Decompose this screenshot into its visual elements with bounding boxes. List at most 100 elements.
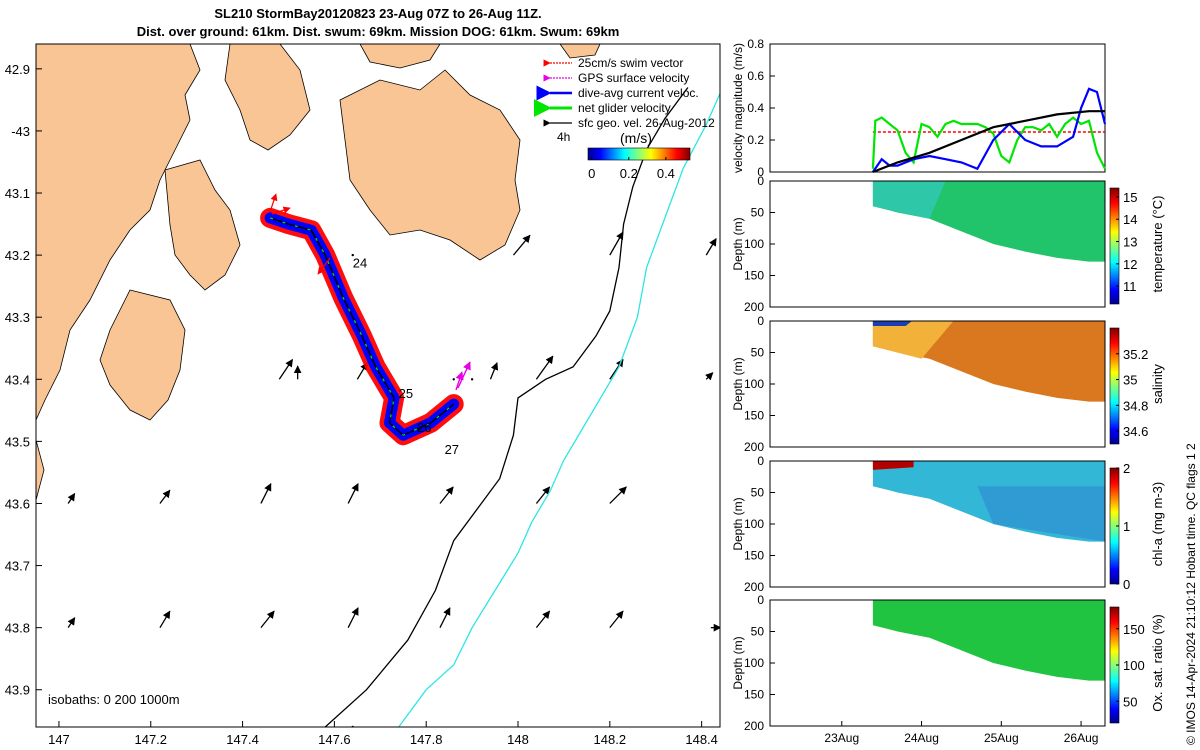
section-1-ylabel: Depth (m) [731, 357, 745, 410]
gps-velocity-end2 [455, 371, 464, 391]
section-3-ytick-label-0: 0 [757, 593, 764, 607]
legend-ctick-label-1: 0.2 [620, 166, 638, 181]
section-1-clabel: salinity [1150, 364, 1165, 404]
section-3-ctick-label-1: 100 [1123, 658, 1145, 673]
track-day-labels: 24 25 26 27 [353, 256, 459, 457]
vel-ytick-label-2: 0.4 [747, 101, 764, 115]
section-xtick-label-2: 25Aug [984, 731, 1019, 745]
section-1-ctick-label-2: 35 [1123, 373, 1137, 388]
chart-title-line1: SL210 StormBay20120823 23-Aug 07Z to 26-… [214, 6, 542, 21]
geo-vector-3 [351, 253, 354, 257]
legend-swim-label: 25cm/s swim vector [578, 56, 683, 70]
section-0-colorbar [1109, 187, 1120, 305]
map-ytick-label-3: 43.2 [5, 248, 30, 263]
glider-track [260, 193, 471, 446]
section-3-clabel: Ox. sat. ratio (%) [1150, 614, 1165, 712]
geo-vector-26 [609, 610, 624, 629]
vel-ylabel: velocity magnitude (m/s) [731, 43, 745, 173]
vel-series-1 [871, 116, 1106, 170]
legend-unit-label: (m/s) [620, 130, 652, 146]
section-0-ctick-label-3: 14 [1123, 212, 1137, 227]
vel-ytick-label-4: 0.8 [747, 37, 764, 51]
section-field-3 [872, 600, 1105, 681]
section-1-ytick-label-2: 100 [744, 377, 764, 391]
vel-series-2 [871, 87, 1107, 173]
section-3-ctick-label-2: 150 [1123, 622, 1145, 637]
vel-ytick-label-1: 0.2 [747, 133, 764, 147]
map-xtick-label-2: 147.4 [226, 732, 259, 747]
map-xtick-label-4: 147.8 [410, 732, 443, 747]
map-ytick-label-2: 43.1 [5, 186, 30, 201]
geo-vector-2 [512, 234, 531, 256]
map-ytick-label-7: 43.6 [5, 496, 30, 511]
geo-vector-24 [439, 607, 451, 628]
section-xtick-label-0: 23Aug [824, 731, 859, 745]
isobath-1000m [398, 93, 720, 727]
section-2-ytick-label-3: 150 [744, 549, 764, 563]
map-ytick-label-9: 43.8 [5, 621, 30, 636]
section-0-ytick-label-3: 150 [744, 269, 764, 283]
map-xtick-label-6: 148.2 [594, 732, 627, 747]
geo-vector-9 [489, 362, 499, 380]
section-2-ytick-label-2: 100 [744, 517, 764, 531]
geo-vector-0 [609, 231, 624, 256]
section-1-ctick-label-3: 35.2 [1123, 347, 1148, 362]
chart-title-line2: Dist. over ground: 61km. Dist. swum: 69k… [136, 24, 620, 39]
section-0-ctick-label-0: 11 [1123, 279, 1137, 294]
legend-colorbar-ticks: 0 0.2 0.4 [588, 157, 675, 181]
section-2-ytick-label-1: 50 [751, 486, 765, 500]
section-panel-3: 0 50 100 150 200 Depth (m) 50 100 150 Ox. sat. ra… [731, 593, 1165, 733]
geo-vector-17 [439, 486, 454, 504]
map-ytick-label-8: 43.7 [5, 559, 30, 574]
map-ytick-label-1: -43 [11, 124, 30, 139]
map-xtick-label-1: 147.2 [134, 732, 167, 747]
geo-vector-22 [260, 610, 275, 629]
map-ytick-label-10: 43.9 [5, 683, 30, 698]
swim-vector-start2 [271, 206, 291, 215]
map-ytick-label-4: 43.3 [5, 310, 30, 325]
map-y-axis: 42.9 -43 43.1 43.2 43.3 43.4 43.5 43.6 43.7 43.8 4… [5, 62, 42, 698]
geo-vector-10 [535, 355, 554, 380]
geo-velocity-vectors [67, 231, 720, 727]
section-0-ytick-label-4: 200 [744, 300, 764, 314]
credit-text: © IMOS 14-Apr-2024 21:10:12 Hobart time.… [1184, 443, 1198, 745]
geo-vector-15 [260, 482, 272, 504]
salinity-fresher-patch [872, 321, 954, 359]
geo-vector-4 [278, 358, 294, 380]
section-2-ctick-label-0: 0 [1123, 577, 1130, 592]
section-panel-2: 0 50 100 150 200 Depth (m) 0 1 2 chl-a (mg m-3) [731, 454, 1165, 594]
legend-ctick-label-0: 0 [588, 166, 595, 181]
section-3-ytick-label-4: 200 [744, 719, 764, 733]
section-2-clabel: chl-a (mg m-3) [1150, 482, 1165, 567]
section-3-ylabel: Depth (m) [731, 636, 745, 689]
section-3-ytick-label-1: 50 [751, 625, 765, 639]
day-label-25: 25 [399, 386, 413, 401]
legend-diveavg-label: dive-avg current veloc. [578, 86, 699, 100]
map-xtick-label-5: 148 [507, 732, 529, 747]
section-1-ctick-label-1: 34.8 [1123, 398, 1148, 413]
section-2-ytick-label-4: 200 [744, 580, 764, 594]
map-xtick-label-3: 147.6 [318, 732, 351, 747]
geo-vector-16 [347, 482, 359, 504]
geo-vector-21 [159, 610, 171, 628]
map-legend: 25cm/s swim vector GPS surface velocity … [533, 56, 715, 181]
day-label-26: 26 [417, 420, 431, 435]
section-0-ytick-label-0: 0 [757, 174, 764, 188]
section-panel-1: 0 50 100 150 200 Depth (m) 34.6 34.8 35 35.2salin… [731, 314, 1165, 454]
geo-vector-23 [347, 607, 359, 628]
section-3-ytick-label-2: 100 [744, 656, 764, 670]
day-label-24: 24 [353, 256, 367, 271]
section-xtick-label-1: 24Aug [904, 731, 939, 745]
section-0-ytick-label-2: 100 [744, 237, 764, 251]
geo-vector-18 [535, 486, 551, 504]
section-2-ctick-label-1: 1 [1123, 519, 1130, 534]
map-frame [35, 43, 721, 728]
geo-vector-8 [470, 378, 474, 381]
map-ytick-label-0: 42.9 [5, 62, 30, 77]
geo-vector-25 [535, 610, 551, 629]
section-0-ctick-label-1: 12 [1123, 257, 1137, 272]
section-3-ytick-label-3: 150 [744, 688, 764, 702]
